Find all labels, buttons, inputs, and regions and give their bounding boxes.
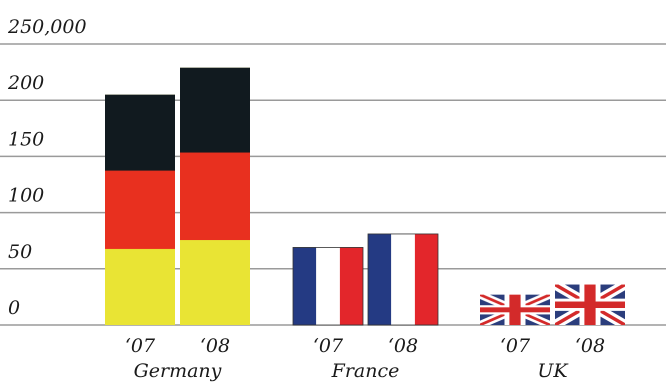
x-tick-label: ‘07 bbox=[313, 335, 344, 357]
y-tick-label: 0 bbox=[8, 297, 20, 319]
category-label: France bbox=[331, 360, 400, 382]
category-label: Germany bbox=[134, 360, 222, 382]
x-tick-label: ‘07 bbox=[125, 335, 156, 357]
bar bbox=[180, 67, 250, 325]
bar bbox=[292, 247, 364, 326]
bar bbox=[105, 94, 175, 325]
x-tick-label: ‘08 bbox=[575, 335, 605, 357]
y-tick-label: 50 bbox=[8, 241, 32, 263]
bar bbox=[367, 233, 439, 326]
bar bbox=[555, 284, 625, 325]
y-tick-label: 100 bbox=[8, 185, 44, 207]
y-tick-label: 200 bbox=[7, 72, 44, 94]
bar bbox=[480, 294, 550, 325]
y-tick-label: 150 bbox=[8, 128, 44, 150]
x-tick-label: ‘08 bbox=[388, 335, 418, 357]
x-tick-label: ‘08 bbox=[200, 335, 230, 357]
category-label: UK bbox=[537, 360, 569, 382]
x-tick-label: ‘07 bbox=[500, 335, 531, 357]
y-tick-label: 250,000 bbox=[7, 16, 87, 38]
